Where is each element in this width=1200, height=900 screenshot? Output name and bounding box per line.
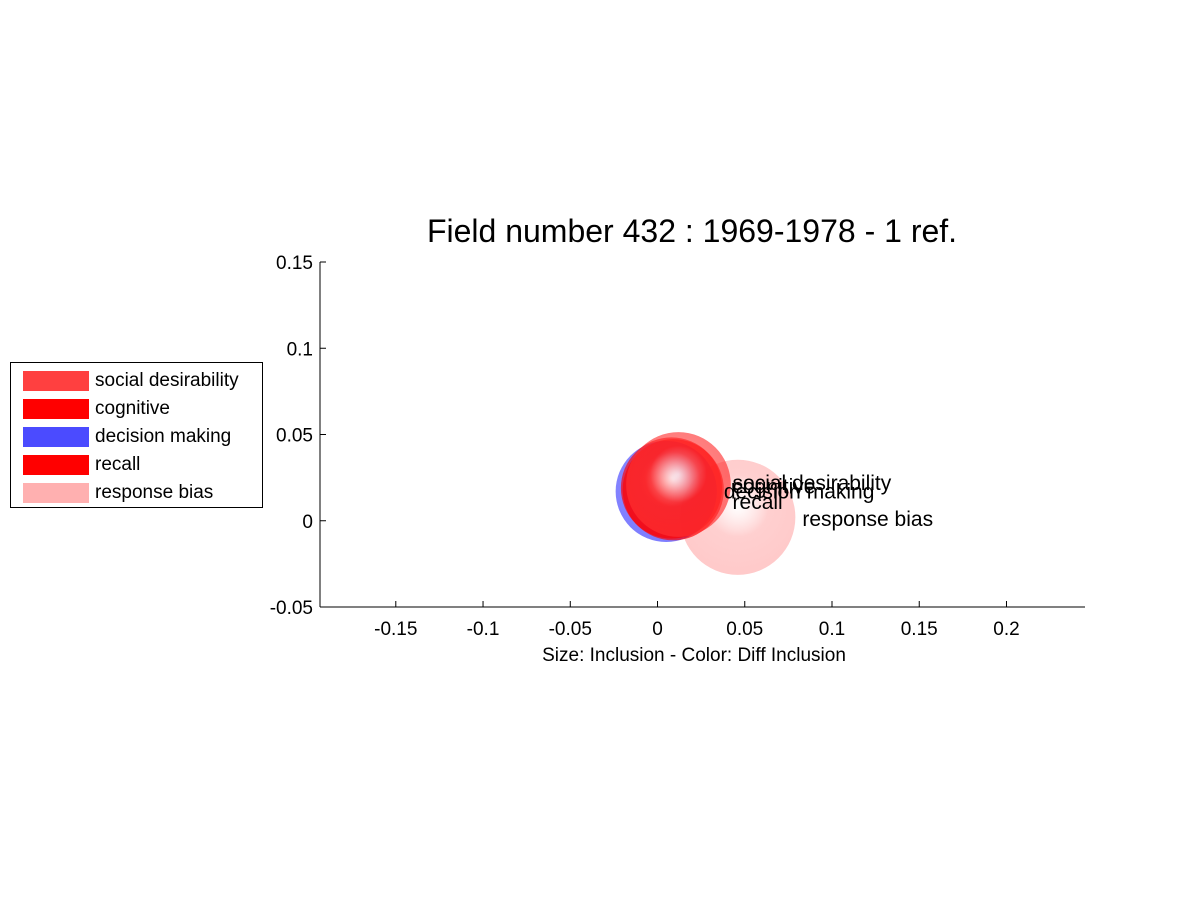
legend-item: response bias [23,483,213,503]
legend-item: cognitive [23,399,170,419]
x-tick-label: 0.15 [901,619,938,640]
bubble-label: response bias [802,508,933,531]
x-tick-label: -0.1 [467,619,500,640]
y-tick-label: 0 [302,512,313,533]
bubble-social-desirability [626,432,731,537]
legend-item: decision making [23,427,231,447]
legend-swatch [23,455,89,475]
bubble-label: recall [733,491,783,514]
legend-item: social desirability [23,371,239,391]
y-tick-label: 0.15 [276,253,313,274]
legend-swatch [23,399,89,419]
x-tick-label: 0.2 [993,619,1019,640]
x-tick-label: 0 [652,619,663,640]
legend-item: recall [23,455,140,475]
x-tick-label: -0.15 [374,619,417,640]
legend-label: social desirability [95,370,239,391]
bubbles [615,432,796,575]
x-tick-label: -0.05 [549,619,592,640]
legend-label: recall [95,454,141,475]
y-tick-label: -0.05 [270,598,313,619]
x-tick-label: 0.1 [819,619,845,640]
axes: -0.15 -0.1 -0.05 0 0.05 0.1 0.15 0.2 -0.05 0 0.05 0… [270,253,1085,640]
bubble-label: social desirability [733,472,892,495]
y-tick-label: 0.1 [287,339,313,360]
legend-swatch [23,427,89,447]
legend-swatch [23,371,89,391]
legend-label: cognitive [95,398,170,419]
legend: social desirability cognitive decision mak… [10,362,263,508]
legend-label: decision making [95,426,232,447]
x-axis-label: Size: Inclusion - Color: Diff Inclusion [542,645,846,666]
bubble-label: cognitive [733,475,816,498]
y-tick-label: 0.05 [276,426,313,447]
x-tick-label: 0.05 [726,619,763,640]
chart-title: Field number 432 : 1969-1978 - 1 ref. [427,213,957,249]
legend-swatch [23,483,89,503]
bubble-label: decision making [724,480,875,503]
legend-label: response bias [95,482,214,503]
